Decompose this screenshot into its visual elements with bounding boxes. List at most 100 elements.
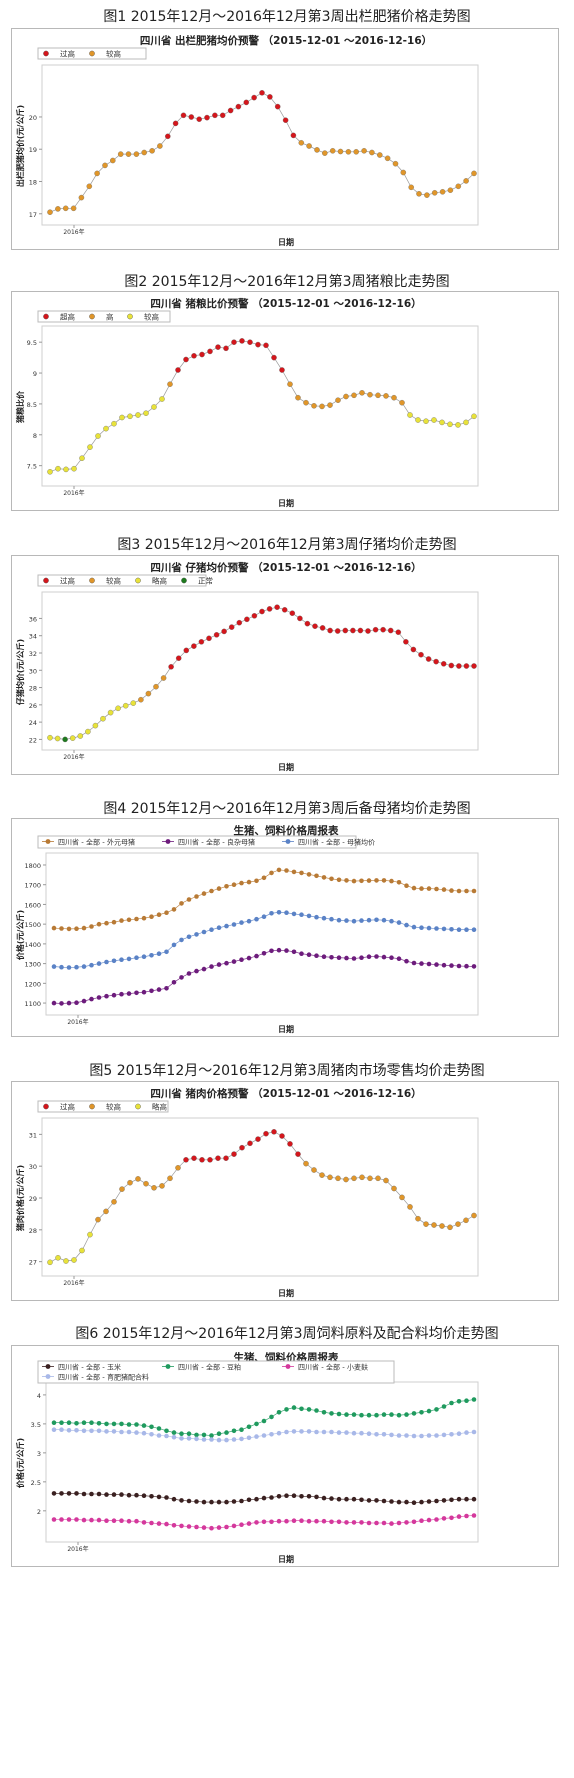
plot-frame <box>45 852 479 1016</box>
data-point <box>117 151 124 157</box>
data-point <box>149 1424 154 1430</box>
data-point <box>411 1411 417 1416</box>
legend-marker <box>127 313 133 320</box>
x-axis-label: 日期 <box>278 1554 294 1564</box>
data-point <box>345 149 352 155</box>
data-point <box>456 1399 462 1404</box>
y-tick-label: 8.5 <box>27 401 37 409</box>
data-point <box>228 624 235 630</box>
data-point <box>224 1430 229 1435</box>
data-point <box>314 873 319 879</box>
data-point <box>314 1408 319 1413</box>
data-point <box>149 148 155 154</box>
data-point <box>239 1498 244 1504</box>
data-point <box>381 917 387 923</box>
data-point <box>171 942 177 948</box>
data-point <box>311 1167 317 1173</box>
data-point <box>247 339 253 345</box>
data-point <box>447 421 453 428</box>
data-point <box>396 920 402 925</box>
data-point <box>319 1172 325 1178</box>
data-point <box>303 399 309 406</box>
data-point <box>107 709 114 716</box>
data-point <box>143 1180 149 1187</box>
data-point <box>246 879 252 885</box>
data-point <box>164 1433 169 1439</box>
data-point <box>141 1430 147 1436</box>
data-point <box>96 995 102 1000</box>
data-point <box>404 958 409 964</box>
data-point <box>449 1497 454 1503</box>
legend-box <box>37 1100 169 1113</box>
data-point <box>138 696 144 703</box>
data-point <box>164 1428 169 1434</box>
data-point <box>391 1185 397 1192</box>
data-point <box>344 1412 349 1417</box>
data-point <box>96 1421 102 1426</box>
data-point <box>411 1500 417 1505</box>
data-point <box>314 953 319 958</box>
y-axis-label: 出栏肥猪均价(元/公斤) <box>15 105 25 187</box>
data-point <box>392 160 399 167</box>
legend-label: 略高 <box>152 576 167 586</box>
data-point <box>408 184 414 191</box>
data-point <box>419 961 424 966</box>
data-point <box>191 353 197 359</box>
data-point <box>381 1498 387 1504</box>
data-point <box>329 1496 334 1501</box>
legend-box <box>37 835 357 849</box>
data-point <box>171 1496 177 1502</box>
data-point <box>216 1499 222 1505</box>
data-point <box>171 980 177 985</box>
data-point <box>448 662 455 669</box>
data-point <box>79 1247 85 1254</box>
data-point <box>431 190 438 196</box>
y-tick-label: 30 <box>29 1163 37 1171</box>
data-point <box>164 1495 169 1500</box>
data-point <box>81 1517 87 1523</box>
data-point <box>434 1407 439 1412</box>
chart-title: 四川省 猪肉价格预警 （2015-12-01 ～2016-12-16） <box>150 1087 421 1100</box>
data-point <box>380 626 386 633</box>
data-point <box>141 149 147 156</box>
data-point <box>236 619 243 626</box>
data-point <box>434 962 439 967</box>
data-point <box>66 1491 72 1496</box>
data-point <box>141 989 147 995</box>
figure-4-caption: 图4 2015年12月～2016年12月第3周后备母猪均价走势图 <box>103 801 471 817</box>
y-tick-label: 1700 <box>24 882 41 890</box>
chart-svg-3: 四川省 仔猪均价预警 （2015-12-01 ～2016-12-16） 22 24 2… <box>15 561 479 772</box>
data-point <box>344 1496 349 1502</box>
data-point <box>63 1258 69 1264</box>
data-point <box>172 120 179 127</box>
data-point <box>209 1437 214 1442</box>
legend-marker <box>135 577 141 584</box>
data-point <box>263 1130 269 1137</box>
data-point <box>291 869 297 875</box>
data-point <box>201 1437 207 1442</box>
data-point <box>404 922 409 928</box>
data-point <box>204 114 210 121</box>
data-point <box>321 915 327 921</box>
data-point <box>464 1398 469 1403</box>
x-axis-label: 日期 <box>278 1288 294 1298</box>
y-tick-label: 3 <box>37 1450 41 1458</box>
data-point <box>261 914 267 919</box>
data-point <box>221 628 227 635</box>
data-point <box>284 1518 289 1524</box>
data-point <box>299 1406 304 1412</box>
data-point <box>419 1499 424 1505</box>
data-point <box>359 955 364 960</box>
data-point <box>115 705 121 712</box>
data-point <box>411 1519 417 1525</box>
data-point <box>89 1491 94 1497</box>
data-point <box>209 1499 214 1505</box>
data-point <box>179 975 184 980</box>
data-point <box>306 913 312 919</box>
data-point <box>441 1404 447 1409</box>
data-point <box>463 178 469 184</box>
data-point <box>261 875 267 881</box>
data-point <box>59 926 64 931</box>
data-point <box>336 955 342 960</box>
data-point <box>439 419 445 426</box>
